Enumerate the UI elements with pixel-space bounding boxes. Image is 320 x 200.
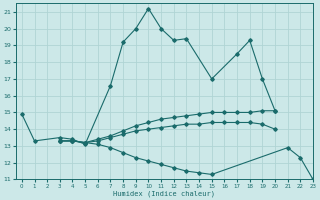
X-axis label: Humidex (Indice chaleur): Humidex (Indice chaleur) <box>113 190 215 197</box>
